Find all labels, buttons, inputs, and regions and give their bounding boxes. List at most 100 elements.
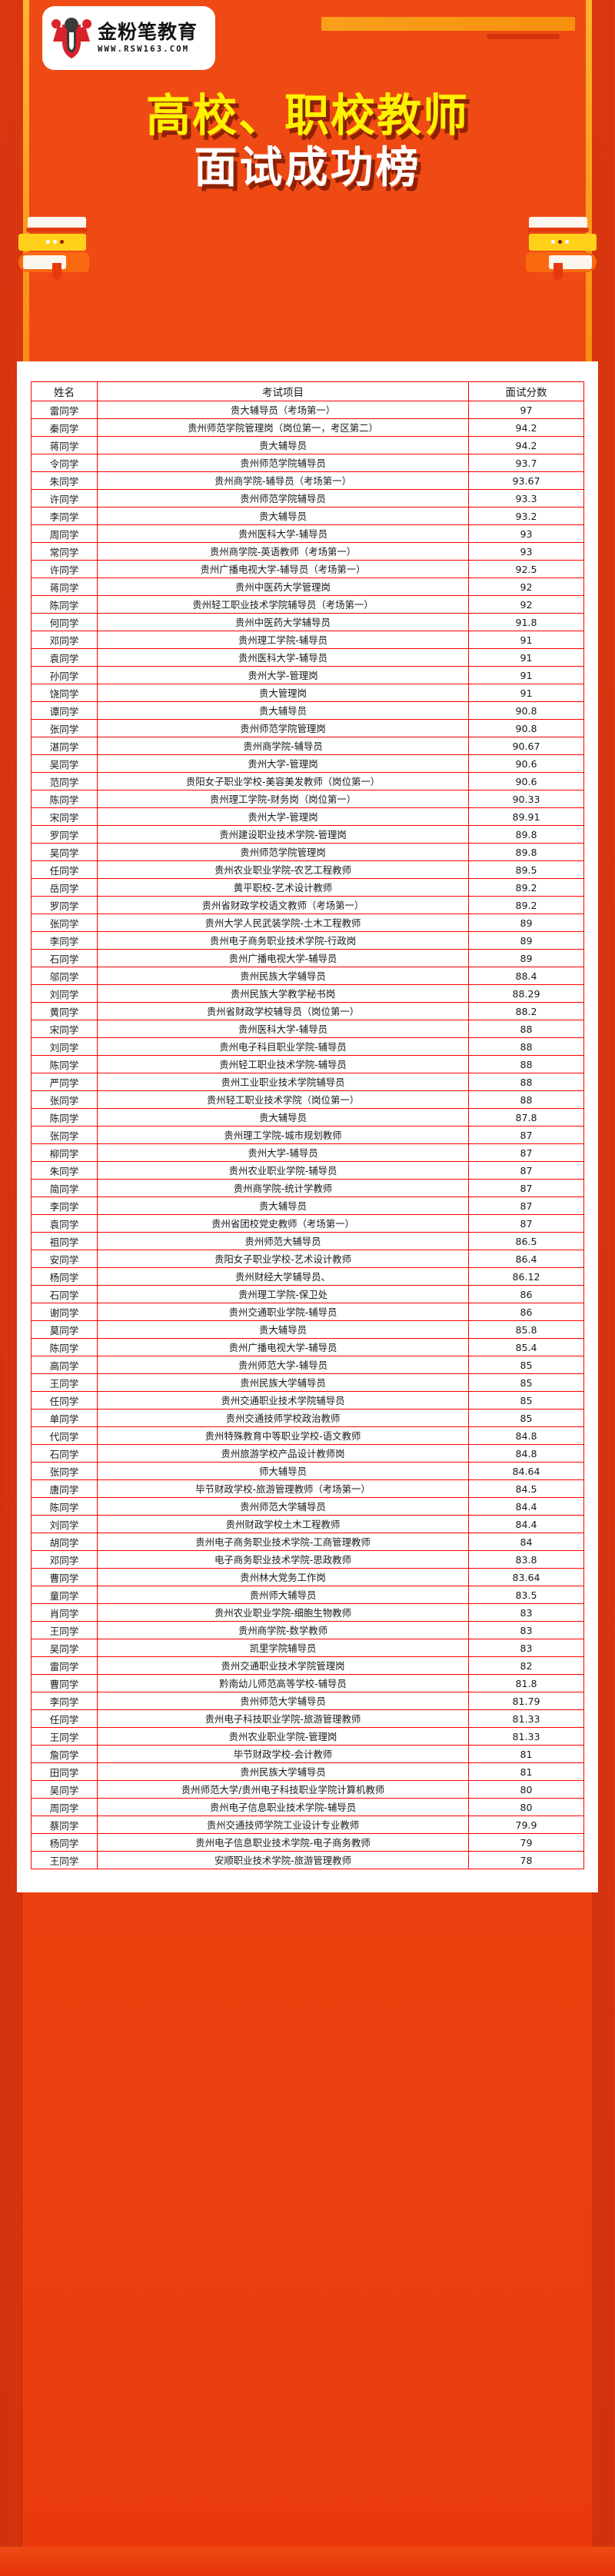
table-row: 李同学 贵州电子商务职业技术学院-行政岗 89 (31, 931, 584, 950)
cell-name: 周同学 (31, 1798, 98, 1816)
cell-exam-item: 贵州电子商务职业技术学院-工商管理教师 (97, 1533, 469, 1551)
table-row: 陈同学 贵州师范大学辅导员 84.4 (31, 1497, 584, 1516)
cell-name: 谭同学 (31, 701, 98, 720)
cell-name: 田同学 (31, 1762, 98, 1781)
table-row: 张同学 贵州大学人民武装学院-土木工程教师 89 (31, 914, 584, 932)
cell-name: 杨同学 (31, 1833, 98, 1852)
cell-score: 90.33 (468, 790, 584, 808)
cell-score: 83 (468, 1621, 584, 1639)
cell-name: 张同学 (31, 1462, 98, 1480)
cell-exam-item: 贵大辅导员 (97, 507, 469, 525)
table-row: 令同学 贵州师范学院辅导员 93.7 (31, 454, 584, 472)
cell-name: 安同学 (31, 1250, 98, 1268)
table-row: 孙同学 贵州大学-管理岗 91 (31, 666, 584, 684)
cell-exam-item: 贵州师大辅导员 (97, 1586, 469, 1604)
table-row: 陈同学 贵州理工学院-财务岗（岗位第一） 90.33 (31, 790, 584, 808)
cell-score: 88.2 (468, 1002, 584, 1020)
cell-exam-item: 贵大辅导员 (97, 1320, 469, 1339)
cell-exam-item: 贵州省财政学校辅导员（岗位第一） (97, 1002, 469, 1020)
cell-score: 86.5 (468, 1232, 584, 1250)
cell-score: 85 (468, 1391, 584, 1409)
table-row: 石同学 贵州广播电视大学-辅导员 89 (31, 949, 584, 967)
cell-exam-item: 贵州医科大学-辅导员 (97, 648, 469, 667)
cell-score: 86 (468, 1303, 584, 1321)
table-row: 袁同学 贵州医科大学-辅导员 91 (31, 648, 584, 667)
cell-exam-item: 贵州师范大学/贵州电子科技职业学院计算机教师 (97, 1780, 469, 1799)
cell-name: 任同学 (31, 860, 98, 879)
cell-score: 87 (468, 1143, 584, 1162)
cell-name: 宋同学 (31, 807, 98, 826)
cell-exam-item: 贵州理工学院-城市规划教师 (97, 1126, 469, 1144)
footer-strip (0, 2547, 615, 2576)
cell-score: 89 (468, 931, 584, 950)
cell-score: 88.4 (468, 967, 584, 985)
cell-name: 袁同学 (31, 1214, 98, 1233)
cell-exam-item: 贵州师范大学辅导员 (97, 1497, 469, 1516)
cell-name: 罗同学 (31, 896, 98, 914)
cell-score: 84.8 (468, 1444, 584, 1463)
cell-exam-item: 贵州中医药大学管理岗 (97, 577, 469, 596)
cell-score: 88.29 (468, 984, 584, 1003)
cell-score: 84.64 (468, 1462, 584, 1480)
cell-exam-item: 贵大辅导员 (97, 436, 469, 454)
table-row: 罗同学 贵州省财政学校语文教师（考场第一） 89.2 (31, 896, 584, 914)
cell-name: 代同学 (31, 1426, 98, 1445)
book-stack-left-icon (18, 217, 118, 286)
table-row: 祖同学 贵州师范大辅导员 86.5 (31, 1232, 584, 1250)
cell-score: 88 (468, 1090, 584, 1109)
table-row: 蒋同学 贵州中医药大学管理岗 92 (31, 577, 584, 596)
cell-exam-item: 贵州师范学院管理岗 (97, 719, 469, 737)
cell-score: 81.79 (468, 1692, 584, 1710)
cell-name: 常同学 (31, 542, 98, 561)
cell-score: 92 (468, 595, 584, 614)
cell-score: 84 (468, 1533, 584, 1551)
cell-score: 81 (468, 1762, 584, 1781)
table-row: 陈同学 贵州轻工职业技术学院辅导员（考场第一） 92 (31, 595, 584, 614)
cell-score: 81 (468, 1745, 584, 1763)
cell-name: 朱同学 (31, 471, 98, 490)
cell-exam-item: 贵州特殊教育中等职业学校-语文教师 (97, 1426, 469, 1445)
cell-score: 93 (468, 524, 584, 543)
cell-exam-item: 贵州交通职业技术学院管理岗 (97, 1656, 469, 1675)
cell-score: 84.8 (468, 1426, 584, 1445)
table-row: 任同学 贵州交通职业技术学院辅导员 85 (31, 1391, 584, 1409)
table-row: 唐同学 毕节财政学校-旅游管理教师（考场第一） 84.5 (31, 1479, 584, 1498)
cell-exam-item: 贵州广播电视大学-辅导员（考场第一） (97, 560, 469, 578)
table-row: 詹同学 毕节财政学校-会计教师 81 (31, 1745, 584, 1763)
column-header-item: 考试项目 (97, 381, 469, 401)
cell-name: 严同学 (31, 1073, 98, 1091)
table-row: 田同学 贵州民族大学辅导员 81 (31, 1762, 584, 1781)
cell-exam-item: 贵州民族大学辅导员 (97, 1762, 469, 1781)
cell-name: 刘同学 (31, 984, 98, 1003)
cell-exam-item: 贵阳女子职业学校-艺术设计教师 (97, 1250, 469, 1268)
header-decor-bar (321, 17, 575, 31)
cell-score: 79.9 (468, 1816, 584, 1834)
cell-score: 86.4 (468, 1250, 584, 1268)
table-row: 刘同学 贵州民族大学教学秘书岗 88.29 (31, 984, 584, 1003)
cell-name: 朱同学 (31, 1161, 98, 1180)
table-row: 周同学 贵州电子信息职业技术学院-辅导员 80 (31, 1798, 584, 1816)
cell-score: 89.2 (468, 896, 584, 914)
cell-exam-item: 贵州交通职业学院-辅导员 (97, 1303, 469, 1321)
table-row: 肖同学 贵州农业职业学院-细胞生物教师 83 (31, 1603, 584, 1622)
cell-name: 詹同学 (31, 1745, 98, 1763)
brand-name: 金粉笔教育 (98, 20, 198, 43)
table-row: 黄同学 贵州省财政学校辅导员（岗位第一） 88.2 (31, 1002, 584, 1020)
cell-exam-item: 贵州大学-管理岗 (97, 754, 469, 773)
cell-name: 饶同学 (31, 684, 98, 702)
table-row: 石同学 贵州旅游学校产品设计教师岗 84.8 (31, 1444, 584, 1463)
brand-logo: 金粉笔教育 WWW.RSW163.COM (42, 6, 215, 70)
cell-exam-item: 贵州师范学院辅导员 (97, 489, 469, 508)
table-row: 罗同学 贵州建设职业技术学院-管理岗 89.8 (31, 825, 584, 844)
cell-name: 莫同学 (31, 1320, 98, 1339)
cell-exam-item: 贵州林大党务工作岗 (97, 1568, 469, 1586)
results-panel: 姓名 考试项目 面试分数 雷同学 贵大辅导员（考场第一） 97 秦同学 贵州师范学院管理… (17, 361, 598, 1892)
cell-exam-item: 贵州交通职业技术学院辅导员 (97, 1391, 469, 1409)
table-row: 谢同学 贵州交通职业学院-辅导员 86 (31, 1303, 584, 1321)
cell-exam-item: 贵州财政学校土木工程教师 (97, 1515, 469, 1533)
table-row: 莫同学 贵大辅导员 85.8 (31, 1320, 584, 1339)
cell-score: 90.67 (468, 737, 584, 755)
cell-name: 吴同学 (31, 754, 98, 773)
cell-name: 唐同学 (31, 1479, 98, 1498)
cell-score: 87.8 (468, 1108, 584, 1127)
